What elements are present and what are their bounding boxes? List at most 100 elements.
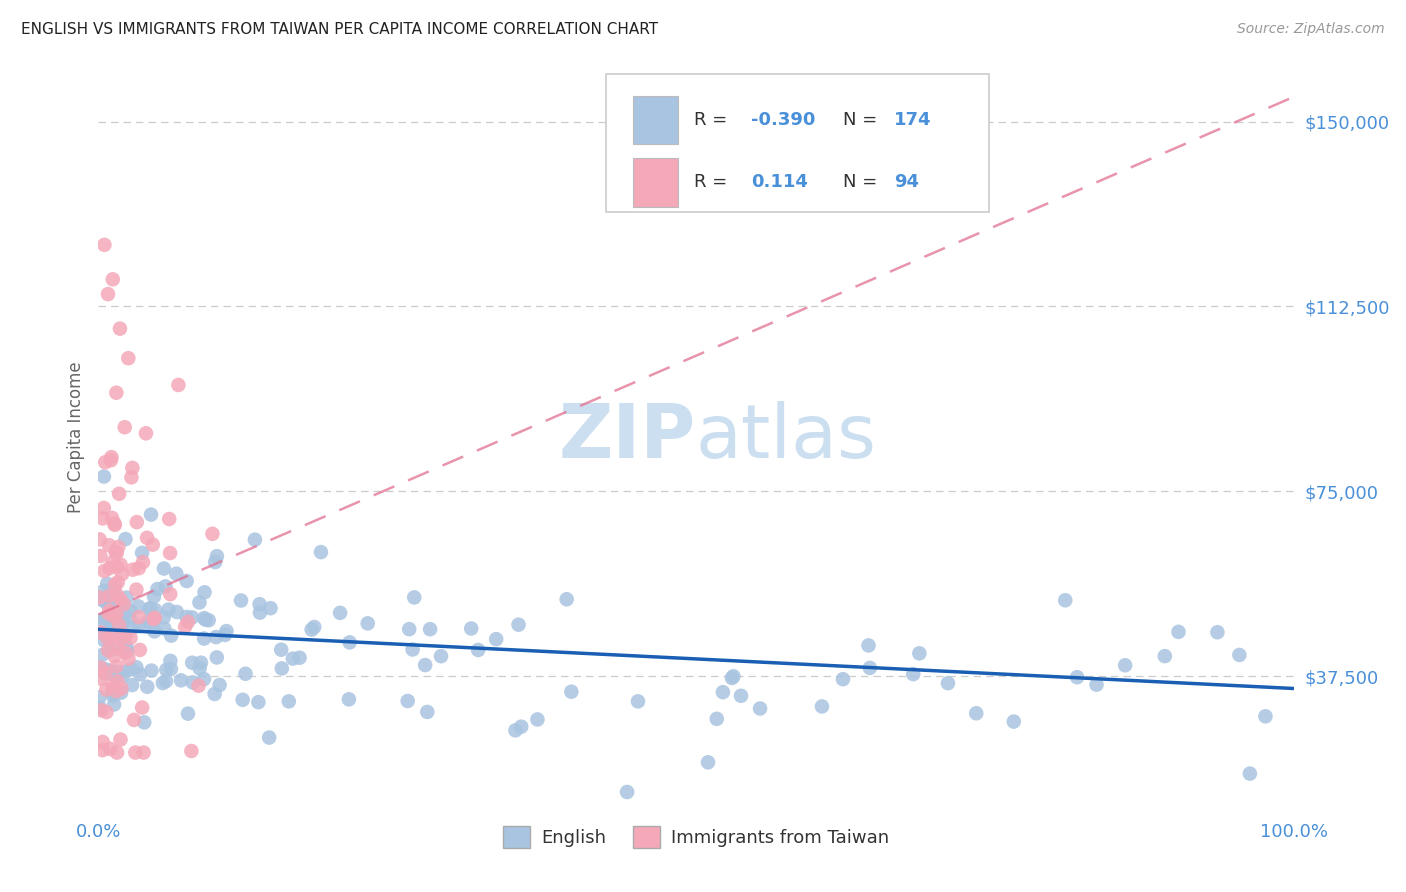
Point <box>93 633 115 648</box>
Point <box>104 578 127 592</box>
Point <box>467 643 489 657</box>
Point <box>103 610 125 624</box>
Point <box>114 641 136 656</box>
Point <box>93 564 115 578</box>
Point <box>93 500 115 515</box>
Point <box>89 690 111 705</box>
Point <box>396 694 419 708</box>
Point <box>90 625 112 640</box>
Point <box>131 700 153 714</box>
Point <box>120 612 142 626</box>
Point <box>135 426 157 441</box>
Point <box>121 563 143 577</box>
Point <box>357 616 380 631</box>
Point <box>114 606 136 620</box>
Point <box>1066 670 1088 684</box>
Point <box>188 595 211 609</box>
Point <box>112 615 135 630</box>
Point <box>110 686 132 700</box>
Point <box>103 648 125 663</box>
Point <box>181 610 204 624</box>
Point <box>101 667 124 681</box>
Point <box>155 579 177 593</box>
Point <box>229 593 252 607</box>
Point <box>101 272 124 286</box>
Point <box>1153 649 1175 664</box>
Point <box>136 531 159 545</box>
Point <box>811 699 834 714</box>
Text: N =: N = <box>844 112 883 129</box>
Text: ZIP: ZIP <box>558 401 696 474</box>
Point <box>460 622 482 636</box>
Point <box>187 679 209 693</box>
Point <box>136 615 159 630</box>
Point <box>97 632 120 646</box>
Point <box>143 590 166 604</box>
Point <box>94 455 117 469</box>
Point <box>249 597 271 611</box>
Point <box>188 661 211 675</box>
Point <box>257 731 280 745</box>
Point <box>301 623 323 637</box>
Point <box>114 640 136 655</box>
Point <box>121 461 143 475</box>
Point <box>235 666 257 681</box>
Point <box>111 669 134 683</box>
Point <box>110 681 132 696</box>
Point <box>115 628 138 642</box>
Point <box>101 665 124 680</box>
Point <box>398 622 420 636</box>
Point <box>416 705 439 719</box>
Point <box>329 606 352 620</box>
Point <box>270 661 292 675</box>
Point <box>859 661 882 675</box>
Point <box>404 591 426 605</box>
Point <box>706 712 728 726</box>
Point <box>103 698 125 712</box>
Point <box>105 560 128 574</box>
Point <box>98 742 121 756</box>
Point <box>555 592 578 607</box>
Point <box>105 546 128 560</box>
Point <box>1227 648 1250 662</box>
Point <box>259 601 281 615</box>
Point <box>107 674 129 689</box>
Point <box>103 682 125 697</box>
Point <box>104 593 127 607</box>
Point <box>281 651 304 665</box>
Point <box>193 672 215 686</box>
Point <box>413 658 436 673</box>
Point <box>146 582 169 596</box>
Point <box>114 645 136 659</box>
Text: -0.390: -0.390 <box>751 112 815 129</box>
Point <box>157 602 180 616</box>
Point <box>430 649 453 664</box>
Point <box>730 689 752 703</box>
Point <box>96 682 118 697</box>
Point <box>105 746 128 760</box>
Point <box>128 619 150 633</box>
Point <box>115 591 138 605</box>
Point <box>90 592 112 607</box>
Point <box>91 593 114 607</box>
Point <box>155 674 177 689</box>
Point <box>136 680 159 694</box>
Point <box>193 632 215 646</box>
Point <box>115 644 138 658</box>
Point <box>131 546 153 560</box>
Point <box>90 703 112 717</box>
Text: 0.114: 0.114 <box>751 173 808 191</box>
Point <box>105 385 128 400</box>
Point <box>723 669 745 683</box>
Point <box>90 660 112 674</box>
Point <box>132 555 155 569</box>
Point <box>105 607 128 621</box>
Text: R =: R = <box>693 173 733 191</box>
Point <box>858 639 880 653</box>
Point <box>419 622 441 636</box>
Point <box>89 661 111 675</box>
Point <box>128 610 150 624</box>
Point <box>125 660 148 674</box>
Point <box>139 508 162 522</box>
Point <box>205 650 228 665</box>
